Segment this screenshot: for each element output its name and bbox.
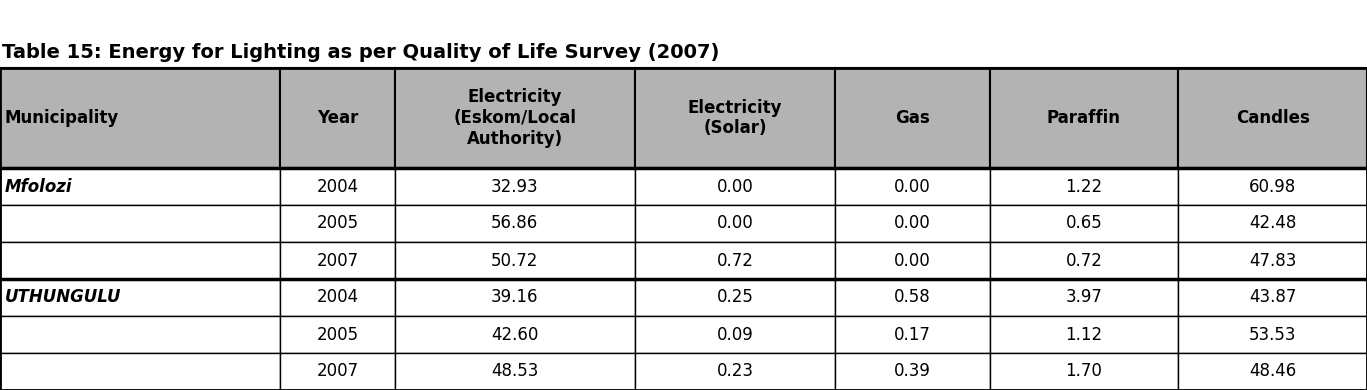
- Bar: [990, 316, 1178, 353]
- Text: Electricity
(Solar): Electricity (Solar): [688, 99, 782, 137]
- Bar: [395, 68, 634, 168]
- Bar: [280, 279, 395, 316]
- Bar: [395, 242, 634, 279]
- Text: 0.23: 0.23: [716, 362, 753, 381]
- Bar: [1178, 242, 1367, 279]
- Text: 43.87: 43.87: [1249, 289, 1296, 307]
- Text: 0.00: 0.00: [894, 215, 931, 232]
- Bar: [1178, 279, 1367, 316]
- Text: 1.70: 1.70: [1065, 362, 1102, 381]
- Text: 47.83: 47.83: [1249, 252, 1296, 269]
- Text: Municipality: Municipality: [4, 109, 119, 127]
- Bar: [634, 279, 835, 316]
- Bar: [0, 279, 280, 316]
- Text: 39.16: 39.16: [491, 289, 539, 307]
- Text: Year: Year: [317, 109, 358, 127]
- Bar: [0, 353, 280, 390]
- Text: 32.93: 32.93: [491, 177, 539, 195]
- Text: 48.53: 48.53: [491, 362, 539, 381]
- Bar: [990, 353, 1178, 390]
- Text: 0.72: 0.72: [716, 252, 753, 269]
- Text: Candles: Candles: [1236, 109, 1310, 127]
- Text: 0.17: 0.17: [894, 326, 931, 344]
- Bar: [835, 279, 990, 316]
- Text: 0.25: 0.25: [716, 289, 753, 307]
- Text: 42.60: 42.60: [491, 326, 539, 344]
- Bar: [395, 353, 634, 390]
- Bar: [395, 279, 634, 316]
- Text: 2007: 2007: [316, 252, 358, 269]
- Bar: [280, 316, 395, 353]
- Text: 53.53: 53.53: [1249, 326, 1296, 344]
- Bar: [634, 316, 835, 353]
- Text: 0.58: 0.58: [894, 289, 931, 307]
- Bar: [990, 205, 1178, 242]
- Bar: [1178, 353, 1367, 390]
- Bar: [280, 168, 395, 205]
- Text: 56.86: 56.86: [491, 215, 539, 232]
- Bar: [0, 68, 280, 168]
- Text: Paraffin: Paraffin: [1047, 109, 1121, 127]
- Bar: [835, 168, 990, 205]
- Bar: [634, 205, 835, 242]
- Text: 0.72: 0.72: [1065, 252, 1102, 269]
- Text: 1.12: 1.12: [1065, 326, 1102, 344]
- Bar: [990, 279, 1178, 316]
- Text: 3.97: 3.97: [1065, 289, 1102, 307]
- Bar: [1178, 68, 1367, 168]
- Text: Electricity
(Eskom/Local
Authority): Electricity (Eskom/Local Authority): [454, 88, 577, 148]
- Text: Table 15: Energy for Lighting as per Quality of Life Survey (2007): Table 15: Energy for Lighting as per Qua…: [1, 44, 719, 62]
- Bar: [0, 242, 280, 279]
- Bar: [634, 242, 835, 279]
- Text: 2005: 2005: [316, 215, 358, 232]
- Bar: [1178, 168, 1367, 205]
- Bar: [835, 316, 990, 353]
- Bar: [0, 316, 280, 353]
- Bar: [395, 316, 634, 353]
- Bar: [990, 68, 1178, 168]
- Bar: [395, 168, 634, 205]
- Text: 48.46: 48.46: [1249, 362, 1296, 381]
- Text: 2004: 2004: [316, 177, 358, 195]
- Bar: [280, 68, 395, 168]
- Text: Gas: Gas: [895, 109, 930, 127]
- Bar: [280, 242, 395, 279]
- Text: 60.98: 60.98: [1249, 177, 1296, 195]
- Bar: [634, 168, 835, 205]
- Bar: [990, 168, 1178, 205]
- Text: 0.00: 0.00: [716, 215, 753, 232]
- Text: 0.65: 0.65: [1065, 215, 1102, 232]
- Bar: [280, 205, 395, 242]
- Text: 0.00: 0.00: [894, 177, 931, 195]
- Text: 2005: 2005: [316, 326, 358, 344]
- Bar: [835, 242, 990, 279]
- Bar: [0, 168, 280, 205]
- Bar: [990, 242, 1178, 279]
- Text: 50.72: 50.72: [491, 252, 539, 269]
- Bar: [835, 205, 990, 242]
- Bar: [634, 353, 835, 390]
- Text: 42.48: 42.48: [1249, 215, 1296, 232]
- Bar: [634, 68, 835, 168]
- Text: 0.09: 0.09: [716, 326, 753, 344]
- Text: 2004: 2004: [316, 289, 358, 307]
- Text: UTHUNGULU: UTHUNGULU: [5, 289, 122, 307]
- Text: 1.22: 1.22: [1065, 177, 1102, 195]
- Bar: [1178, 316, 1367, 353]
- Text: 0.00: 0.00: [716, 177, 753, 195]
- Text: 2007: 2007: [316, 362, 358, 381]
- Text: 0.39: 0.39: [894, 362, 931, 381]
- Bar: [0, 205, 280, 242]
- Bar: [835, 353, 990, 390]
- Text: Mfolozi: Mfolozi: [5, 177, 72, 195]
- Text: 0.00: 0.00: [894, 252, 931, 269]
- Bar: [395, 205, 634, 242]
- Bar: [280, 353, 395, 390]
- Bar: [835, 68, 990, 168]
- Bar: [1178, 205, 1367, 242]
